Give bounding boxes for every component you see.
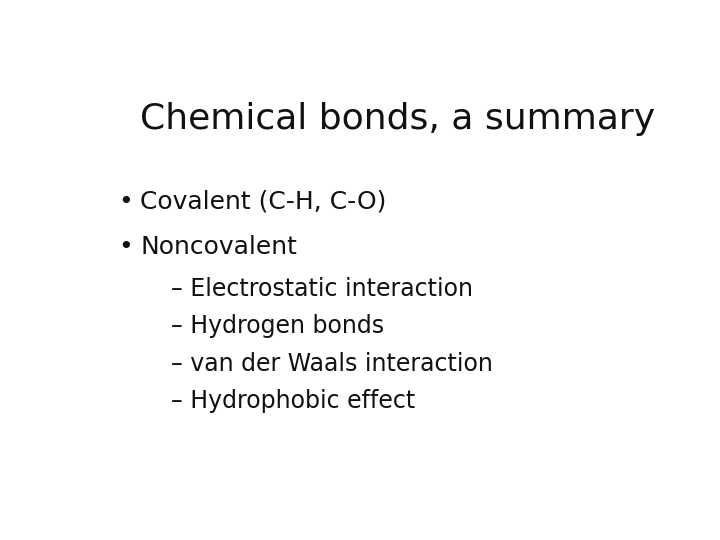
Text: – Hydrogen bonds: – Hydrogen bonds — [171, 314, 384, 338]
Text: – Hydrophobic effect: – Hydrophobic effect — [171, 389, 415, 413]
Text: •: • — [118, 235, 132, 259]
Text: Chemical bonds, a summary: Chemical bonds, a summary — [140, 102, 655, 136]
Text: Noncovalent: Noncovalent — [140, 235, 297, 259]
Text: •: • — [118, 190, 132, 213]
Text: – van der Waals interaction: – van der Waals interaction — [171, 352, 492, 376]
Text: – Electrostatic interaction: – Electrostatic interaction — [171, 277, 473, 301]
Text: Covalent (C-H, C-O): Covalent (C-H, C-O) — [140, 190, 387, 213]
